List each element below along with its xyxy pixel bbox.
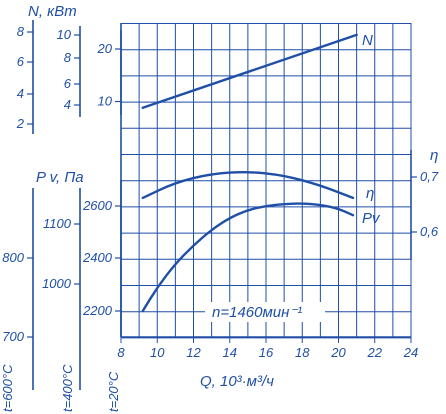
x-tick-label: 12 [186, 345, 201, 360]
pressure-axis-label: P v, Па [36, 169, 84, 186]
t600-label: t=600°C [0, 364, 15, 412]
speed-annotation: n=1460мин⁻¹ [212, 304, 302, 321]
x-tick-label: 22 [367, 345, 383, 360]
pressure-t20-axis-tick-label: 2400 [82, 250, 113, 265]
series-label-n: N [362, 32, 373, 49]
pressure-t600-axis-tick-label: 800 [2, 250, 24, 265]
series-line-n [141, 33, 358, 109]
series-line-eta [141, 171, 355, 200]
efficiency-axis-tick-label: 0,7 [420, 169, 439, 184]
x-axis-label: Q, 10³·м³/ч [200, 373, 274, 390]
power-sub-a-axis-tick-label: 10 [57, 27, 72, 42]
x-tick-label: 18 [295, 345, 310, 360]
labels [205, 302, 325, 322]
efficiency-axis-label: η [430, 147, 438, 164]
power-sub-b-axis-tick-label: 8 [17, 24, 25, 39]
t20-label: t=20°C [106, 371, 121, 412]
pressure-t600-axis-tick-label: 700 [2, 329, 24, 344]
pressure-t20-axis-tick-label: 2600 [82, 198, 113, 213]
series-line-pv [141, 202, 355, 313]
x-tick-label: 10 [150, 345, 165, 360]
pressure-t400-axis-tick-label: 1100 [43, 216, 72, 231]
power-sub-b-axis-tick-label: 4 [17, 86, 24, 101]
power-main-axis-tick-label: 10 [98, 94, 113, 109]
series-label-eta: η [366, 185, 374, 202]
power-sub-a-axis-tick-label: 8 [64, 50, 72, 65]
t400-label: t=400°C [60, 364, 75, 412]
curves [141, 33, 358, 313]
x-tick-label: 8 [117, 345, 125, 360]
x-tick-label: 14 [223, 345, 237, 360]
power-axis-label: N, кВт [28, 3, 77, 20]
power-sub-a-axis-tick-label: 4 [64, 97, 71, 112]
x-tick-label: 20 [330, 345, 346, 360]
x-tick-label: 16 [259, 345, 274, 360]
series-label-pv: Pv [362, 210, 381, 227]
power-main-axis-tick-label: 20 [97, 41, 113, 56]
grid [120, 23, 412, 339]
power-sub-a-axis-tick-label: 6 [64, 76, 72, 91]
x-ticks: 8 10 12 14 16 18 20 22 24 [117, 337, 418, 360]
pressure-t400-axis-tick-label: 1000 [42, 276, 72, 291]
annotation-bg [205, 302, 325, 322]
x-tick-label: 24 [403, 345, 418, 360]
efficiency-axis-tick-label: 0,6 [420, 224, 439, 239]
power-sub-b-axis-tick-label: 2 [16, 116, 25, 131]
pressure-t20-axis-tick-label: 2200 [82, 303, 113, 318]
axes: 1020468102468220024002600100011007008000… [2, 20, 439, 390]
power-sub-b-axis-tick-label: 6 [17, 54, 25, 69]
